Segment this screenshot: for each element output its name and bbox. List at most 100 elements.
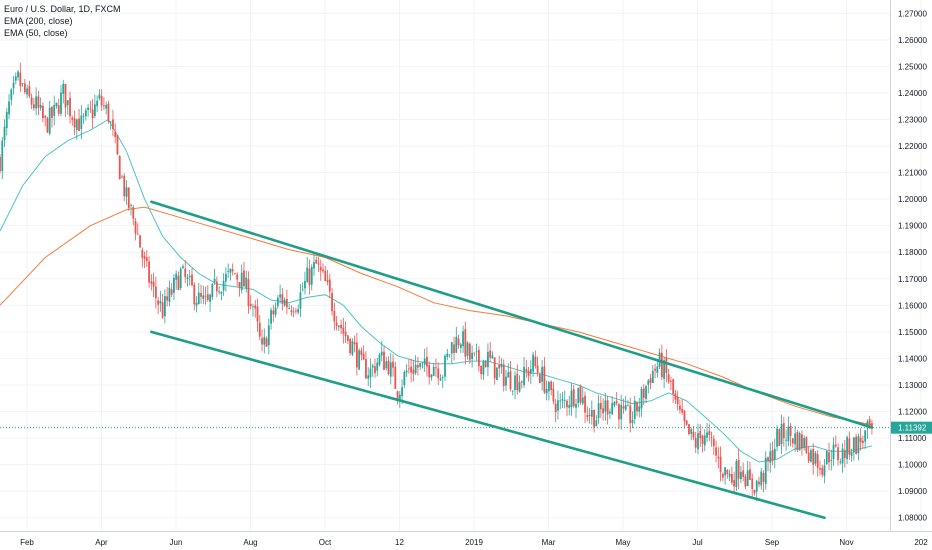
candle[interactable] <box>857 433 860 461</box>
candle[interactable] <box>764 451 767 490</box>
candle[interactable] <box>35 87 38 116</box>
candle[interactable] <box>132 204 135 226</box>
candle[interactable] <box>444 354 446 382</box>
candle[interactable] <box>807 446 810 464</box>
candle[interactable] <box>785 429 787 451</box>
candle[interactable] <box>629 397 632 433</box>
candle[interactable] <box>383 346 385 371</box>
candle[interactable] <box>188 269 191 286</box>
candle[interactable] <box>638 397 641 418</box>
candle[interactable] <box>753 489 756 496</box>
candle[interactable] <box>622 398 625 414</box>
candle[interactable] <box>84 107 87 121</box>
candle[interactable] <box>861 435 864 449</box>
candle[interactable] <box>139 235 141 248</box>
candle[interactable] <box>220 291 223 301</box>
candle[interactable] <box>51 105 53 128</box>
candle[interactable] <box>376 357 379 377</box>
candle[interactable] <box>292 307 295 318</box>
candle[interactable] <box>166 287 169 307</box>
candle[interactable] <box>75 118 78 140</box>
candle[interactable] <box>776 425 778 452</box>
candle[interactable] <box>200 284 202 304</box>
candle[interactable] <box>719 446 722 482</box>
candle[interactable] <box>570 383 573 416</box>
candle[interactable] <box>699 424 702 448</box>
candle[interactable] <box>805 436 808 455</box>
candle[interactable] <box>796 429 799 453</box>
candle[interactable] <box>471 345 474 368</box>
candle[interactable] <box>803 435 806 451</box>
candle[interactable] <box>446 348 449 361</box>
candle[interactable] <box>123 173 126 202</box>
candle[interactable] <box>581 387 584 406</box>
candle[interactable] <box>590 400 593 425</box>
candle[interactable] <box>482 359 485 380</box>
candle[interactable] <box>369 358 372 388</box>
candle[interactable] <box>611 396 614 415</box>
candle[interactable] <box>599 395 602 419</box>
candle[interactable] <box>392 354 394 377</box>
x-axis[interactable]: Feb Apr Jun Aug Oct 12 2019 Mar May Jul Sep Nov 202 <box>20 538 928 547</box>
candle[interactable] <box>681 399 684 415</box>
candle[interactable] <box>566 399 568 417</box>
candle[interactable] <box>672 378 675 403</box>
candle[interactable] <box>706 423 708 442</box>
candle[interactable] <box>683 410 686 429</box>
candle[interactable] <box>53 95 56 126</box>
candle[interactable] <box>760 467 763 490</box>
candle[interactable] <box>249 295 252 310</box>
candle[interactable] <box>669 376 672 391</box>
candle[interactable] <box>541 360 544 391</box>
candle[interactable] <box>254 300 257 318</box>
candle[interactable] <box>536 356 539 377</box>
candle[interactable] <box>182 264 184 270</box>
candle[interactable] <box>428 361 431 385</box>
candle[interactable] <box>437 362 440 386</box>
candle[interactable] <box>107 100 110 124</box>
candle[interactable] <box>593 409 595 433</box>
candle[interactable] <box>864 429 867 449</box>
candle[interactable] <box>859 428 862 451</box>
candle[interactable] <box>96 95 99 113</box>
candle[interactable] <box>234 272 236 275</box>
candle[interactable] <box>385 356 388 371</box>
candle[interactable] <box>1 137 4 180</box>
candle[interactable] <box>597 394 600 424</box>
candle[interactable] <box>794 426 797 452</box>
candle[interactable] <box>563 390 566 409</box>
candle[interactable] <box>636 401 638 417</box>
candle[interactable] <box>758 476 760 488</box>
candle[interactable] <box>814 450 817 466</box>
candle[interactable] <box>828 442 830 471</box>
candle[interactable] <box>688 424 690 436</box>
candle[interactable] <box>667 368 670 384</box>
candle[interactable] <box>412 360 415 382</box>
candle[interactable] <box>615 391 618 406</box>
candle[interactable] <box>281 288 284 311</box>
candle[interactable] <box>100 89 103 112</box>
candle[interactable] <box>313 253 315 276</box>
candle[interactable] <box>559 393 562 410</box>
candle[interactable] <box>773 438 776 469</box>
candle[interactable] <box>701 434 704 453</box>
candle[interactable] <box>227 263 230 278</box>
candle[interactable] <box>44 114 47 127</box>
candle[interactable] <box>335 315 338 331</box>
candle[interactable] <box>279 284 282 304</box>
candle[interactable] <box>694 432 697 454</box>
candle[interactable] <box>740 465 742 484</box>
candle[interactable] <box>834 435 837 448</box>
candle[interactable] <box>295 307 297 315</box>
candle[interactable] <box>179 267 182 291</box>
candle[interactable] <box>710 431 713 447</box>
candle[interactable] <box>365 351 367 380</box>
candle[interactable] <box>351 338 354 357</box>
candle[interactable] <box>421 361 424 369</box>
candle[interactable] <box>134 218 137 241</box>
candle[interactable] <box>276 294 279 309</box>
candle[interactable] <box>285 289 288 315</box>
candle[interactable] <box>640 386 643 417</box>
candle[interactable] <box>62 79 65 104</box>
